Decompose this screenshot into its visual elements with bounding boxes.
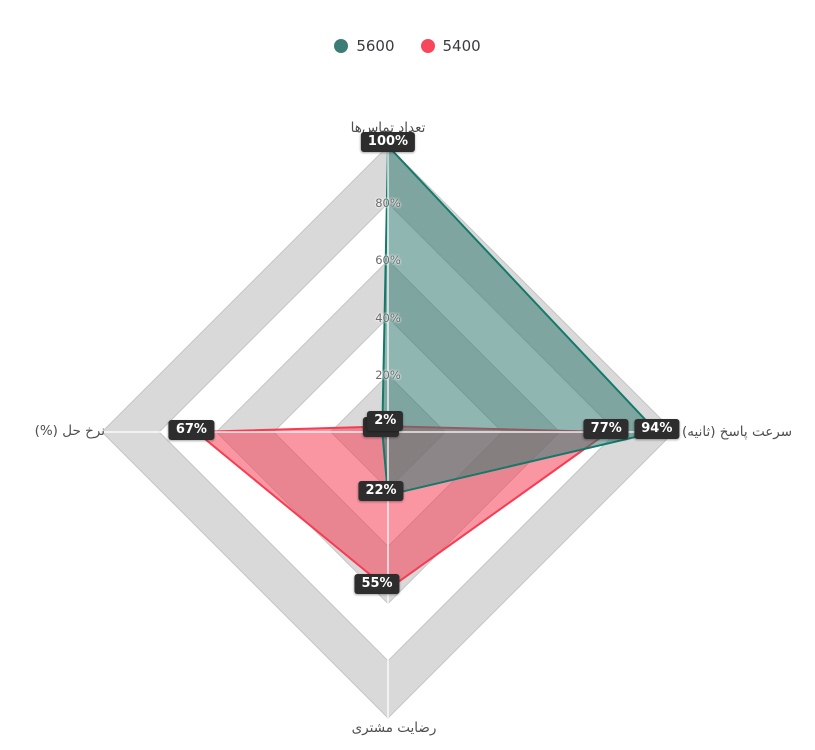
value-badge-5600-2: 22% bbox=[358, 480, 404, 501]
axis-label-satisfaction: رضایت مشتری bbox=[351, 720, 437, 736]
axis-label-resolution-rate: نرخ حل (%) bbox=[34, 423, 105, 439]
value-badge-5400-2: 55% bbox=[354, 574, 400, 595]
value-badge-5600-3: 2% bbox=[367, 411, 404, 431]
axis-tick-label: 60% bbox=[375, 253, 401, 268]
value-badge-5400-1: 77% bbox=[583, 419, 629, 439]
legend-dot-icon-5600 bbox=[334, 39, 349, 53]
legend-dot-icon-5400 bbox=[420, 39, 435, 53]
value-badge-5600-0: 100% bbox=[360, 132, 416, 152]
legend-label-5400: 5400 bbox=[442, 37, 481, 55]
value-badge-5400-3: 67% bbox=[168, 420, 214, 440]
axis-label-response-speed: سرعت پاسخ (ثانیه) bbox=[682, 424, 793, 440]
value-badge-5600-1: 94% bbox=[634, 419, 680, 439]
radar-area-5600[interactable] bbox=[381, 145, 658, 496]
legend-item-5400[interactable]: 5400 bbox=[420, 37, 481, 55]
axis-tick-label: 40% bbox=[375, 310, 401, 325]
axis-tick-label: 80% bbox=[375, 196, 401, 211]
chart-legend: 5600 5400 bbox=[0, 37, 815, 55]
legend-item-5600[interactable]: 5600 bbox=[334, 37, 395, 55]
axis-tick-label: 20% bbox=[375, 367, 401, 382]
legend-label-5600: 5600 bbox=[356, 37, 395, 55]
